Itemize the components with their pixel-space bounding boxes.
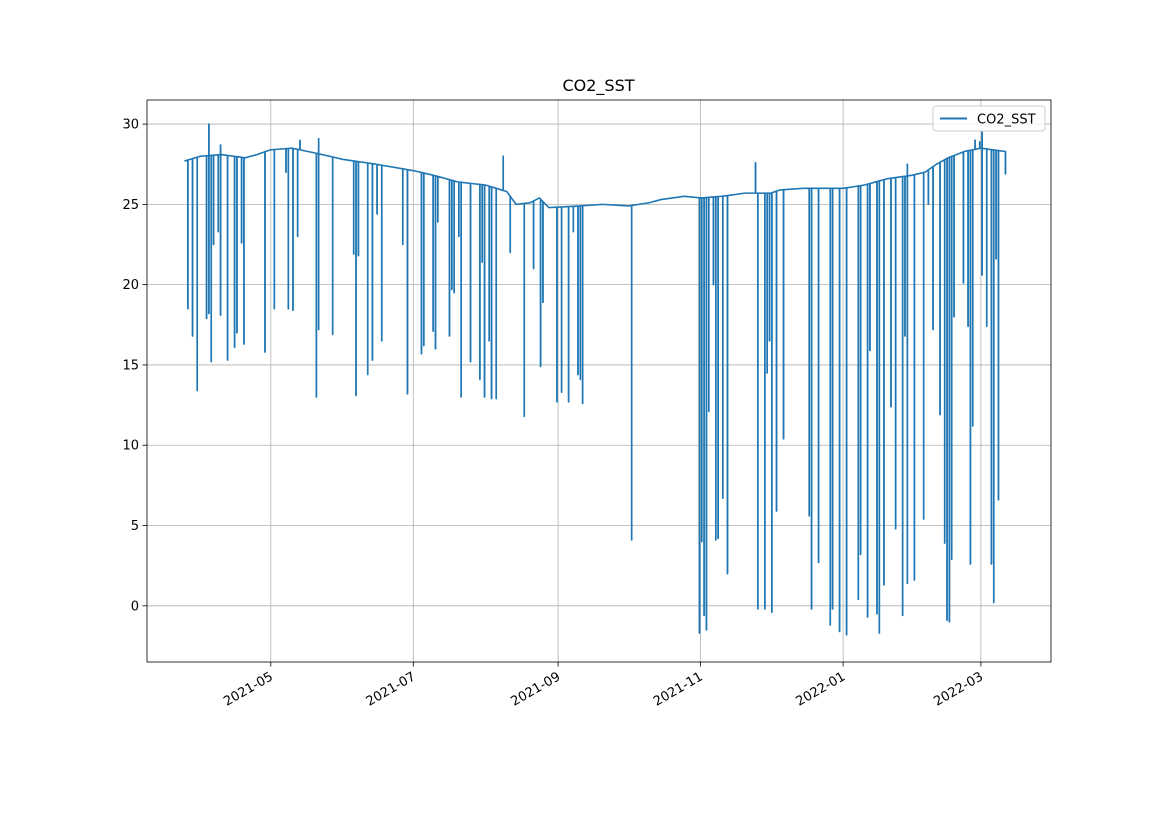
legend-box (932, 105, 1046, 132)
y-tick-label: 15 (122, 358, 139, 373)
series-layer (184, 123, 1007, 636)
chart-title: CO2_SST (562, 76, 634, 96)
axes-frame (146, 99, 1052, 663)
grid-layer (147, 100, 1051, 662)
y-tick-label: 0 (131, 599, 139, 614)
y-tick-label: 5 (131, 519, 139, 534)
y-tick-label: 20 (122, 278, 139, 293)
legend: CO2_SST (932, 105, 1046, 132)
y-tick-label: 25 (122, 198, 139, 213)
y-tick-label: 30 (122, 118, 139, 133)
y-tick-label: 10 (122, 439, 139, 454)
legend-label: CO2_SST (977, 113, 1036, 128)
